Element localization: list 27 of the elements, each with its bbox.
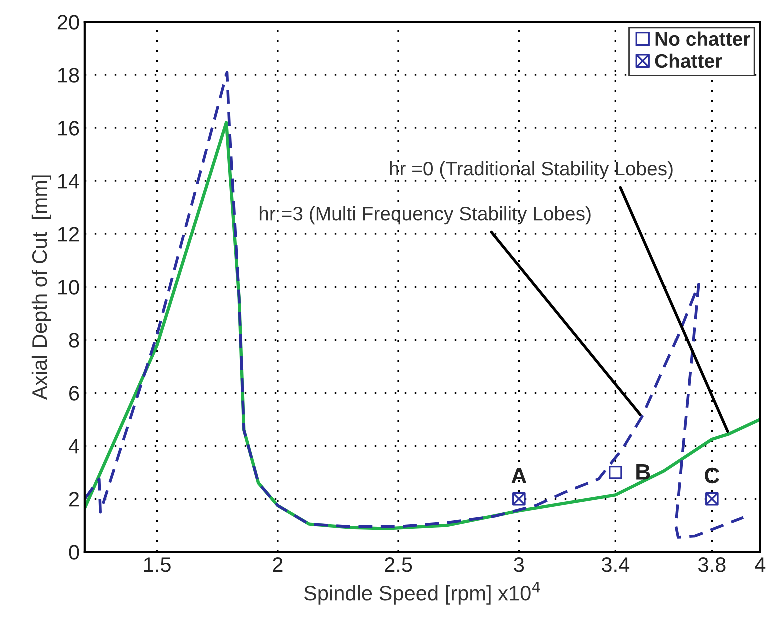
- x-tick-label: 3.8: [698, 558, 726, 572]
- x-tick-label: 1.5: [144, 558, 171, 572]
- y-tick-label: 6: [70, 386, 80, 401]
- annotation: B: [636, 464, 650, 480]
- x-tick-label: 2: [273, 558, 283, 572]
- y-tick-label: 2: [70, 492, 80, 507]
- y-tick-label: 20: [58, 15, 80, 30]
- y-tick-label: 10: [58, 280, 80, 295]
- y-tick-label: 14: [58, 174, 80, 189]
- annotation: hr =0 (Traditional Stability Lobes): [390, 161, 673, 180]
- y-tick-label: 16: [58, 121, 80, 136]
- y-tick-label: 8: [69, 333, 80, 348]
- legend-label: No chatter: [656, 32, 750, 46]
- legend-label: Chatter: [655, 54, 722, 68]
- x-tick-label: 3.4: [602, 558, 630, 572]
- annotation: A: [512, 468, 527, 484]
- annotation: hr =3 (Multi Frequency Stability Lobes): [260, 206, 591, 225]
- x-tick-label: 3: [514, 558, 524, 572]
- y-tick-label: 18: [58, 68, 80, 83]
- y-tick-label: 0: [69, 545, 80, 560]
- annotation: C: [705, 468, 720, 484]
- x-tick-label: 2.5: [385, 558, 412, 572]
- x-tick-label: 4: [755, 558, 766, 572]
- y-tick-label: 12: [58, 227, 80, 242]
- x-axis-title: Spindle Speed [rpm] x10$^{4}$: [304, 582, 540, 605]
- y-axis-title: Axial Depth of Cut [mm]: [32, 176, 52, 400]
- y-tick-label: 4: [68, 439, 80, 454]
